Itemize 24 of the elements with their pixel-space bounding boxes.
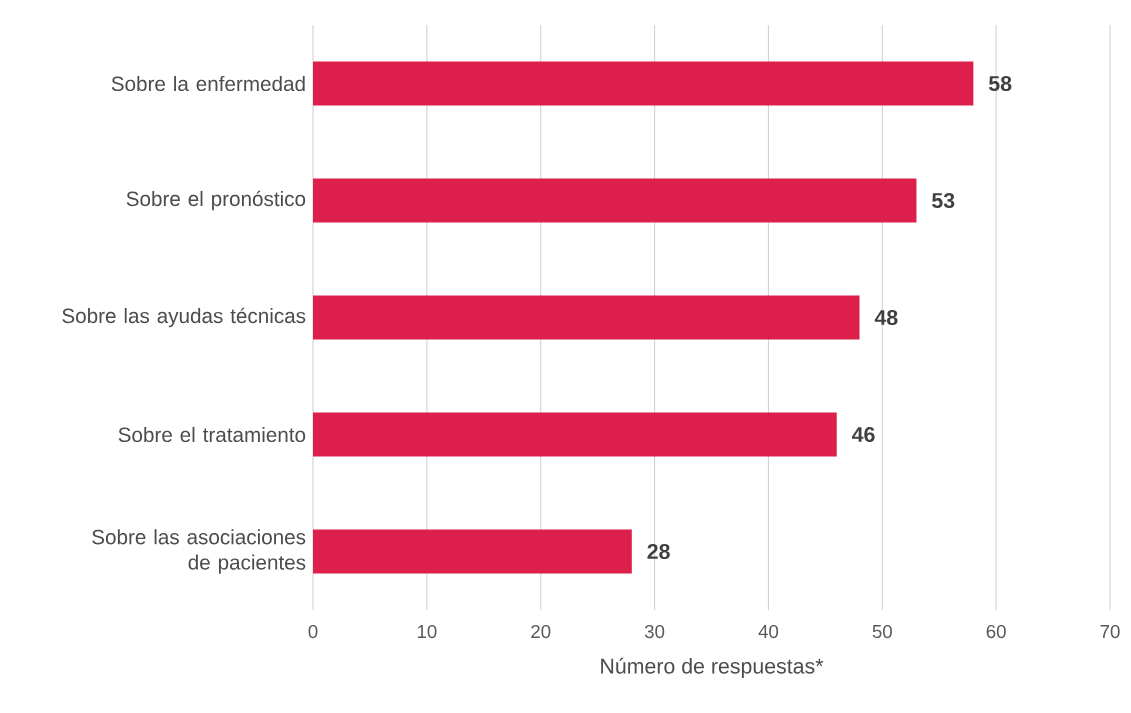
y-tick-label: Sobre el pronóstico [126,190,306,211]
data-label: 53 [932,192,955,209]
x-tick-label: 70 [1100,624,1120,639]
y-tick-label: Sobre las asociaciones de pacientes [92,529,306,574]
y-tick-label: Sobre las ayudas técnicas [62,307,306,328]
y-tick-label: Sobre la enfermedad [111,75,305,92]
x-tick-label: 60 [986,624,1006,639]
bar [313,529,632,574]
x-tick-label: 40 [758,624,779,639]
bar [313,178,917,223]
y-tick-label: Sobre el tratamiento [118,426,306,443]
x-tick-label: 10 [417,624,437,639]
x-tick-label: 50 [872,624,892,639]
x-tick-label: 30 [644,624,665,639]
bar [313,295,860,340]
data-label: 58 [988,75,1012,92]
data-label: 46 [851,426,875,443]
x-tick-label: 0 [308,624,318,639]
bar [313,61,974,106]
x-tick-label: 20 [531,624,551,639]
data-label: 48 [874,309,898,326]
data-label: 28 [647,543,670,560]
x-axis-title: Número de respuestas* [601,657,824,678]
bar [313,412,837,457]
